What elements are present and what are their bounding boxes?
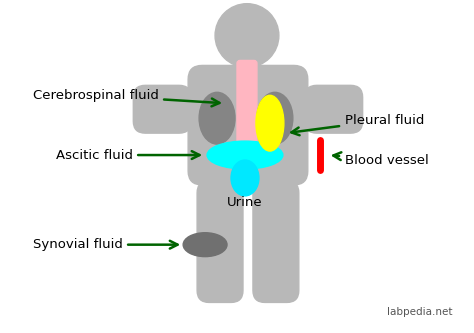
Text: Blood vessel: Blood vessel bbox=[333, 152, 428, 166]
FancyBboxPatch shape bbox=[133, 85, 191, 133]
Ellipse shape bbox=[256, 95, 284, 151]
Text: Urine: Urine bbox=[227, 196, 263, 209]
FancyBboxPatch shape bbox=[188, 65, 308, 185]
Text: Cerebrospinal fluid: Cerebrospinal fluid bbox=[33, 89, 219, 106]
Text: Ascitic fluid: Ascitic fluid bbox=[55, 149, 200, 162]
Bar bbox=[235, 58, 259, 75]
FancyBboxPatch shape bbox=[305, 85, 363, 133]
Ellipse shape bbox=[231, 160, 259, 196]
Ellipse shape bbox=[207, 141, 283, 169]
FancyBboxPatch shape bbox=[237, 61, 257, 176]
Text: Pleural fluid: Pleural fluid bbox=[292, 114, 424, 135]
Ellipse shape bbox=[215, 4, 279, 67]
Ellipse shape bbox=[199, 92, 235, 144]
Text: Synovial fluid: Synovial fluid bbox=[33, 238, 178, 251]
Ellipse shape bbox=[183, 233, 227, 257]
FancyBboxPatch shape bbox=[197, 181, 243, 302]
Text: labpedia.net: labpedia.net bbox=[387, 307, 452, 317]
FancyBboxPatch shape bbox=[253, 181, 299, 302]
Ellipse shape bbox=[257, 92, 293, 144]
